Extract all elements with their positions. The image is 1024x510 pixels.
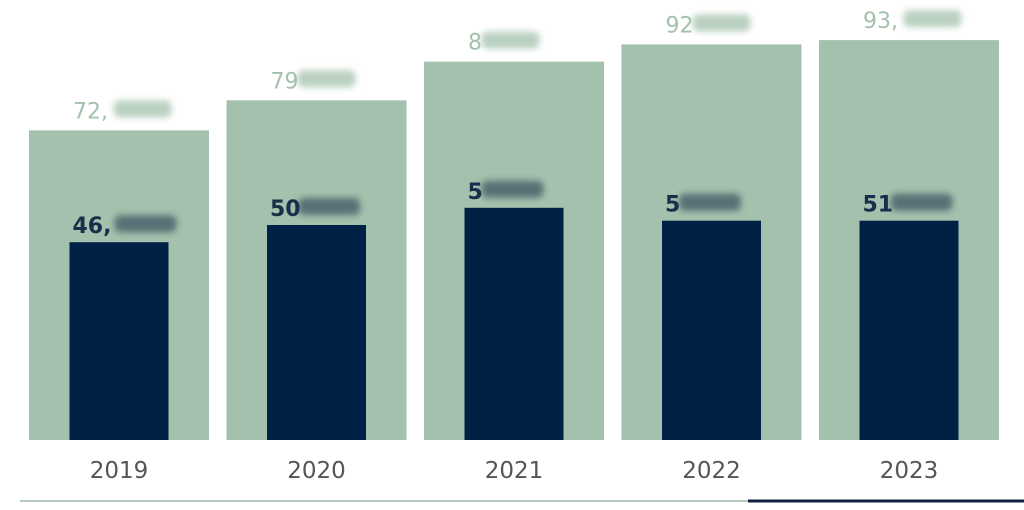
value-label-outer-2020: 79: [271, 69, 299, 94]
x-axis: 2019 2020 2021 2022 2023: [20, 458, 1024, 503]
value-label-inner-smudge-2022: [679, 193, 741, 211]
bar-inner-2021: [464, 207, 564, 440]
x-tick-label-2020: 2020: [287, 458, 346, 484]
value-label-inner-2021: 5: [468, 180, 483, 205]
value-label-inner-2023: 51: [863, 193, 894, 218]
x-tick-label-2019: 2019: [90, 458, 149, 484]
value-label-outer-smudge-2023: [903, 10, 962, 28]
value-label-outer-smudge-2019: [113, 100, 172, 118]
value-label-outer-smudge-2022: [692, 14, 751, 32]
x-tick-label-2023: 2023: [880, 458, 939, 484]
value-label-inner-2020: 50: [270, 197, 301, 222]
value-label-inner-smudge-2020: [298, 198, 360, 215]
value-label-inner-2022: 5: [665, 193, 680, 218]
bar-inner-2020: [267, 225, 366, 440]
bar-inner-2022: [662, 220, 761, 440]
value-label-outer-smudge-2021: [481, 31, 540, 49]
bars-layer: [29, 40, 999, 441]
value-label-outer-2023: 93,: [863, 9, 898, 34]
bar-inner-2023: [859, 220, 959, 440]
bar-inner-2019: [69, 242, 169, 440]
value-label-outer-2019: 72,: [73, 99, 108, 124]
value-label-inner-smudge-2019: [114, 215, 177, 233]
value-label-outer-2022: 92: [666, 13, 694, 38]
value-label-outer-2021: 8: [468, 31, 482, 56]
x-tick-label-2021: 2021: [485, 458, 544, 484]
labels-layer: 72, 46, 79 50 8 5 92 5 93, 51: [73, 9, 962, 239]
value-label-outer-smudge-2020: [297, 70, 356, 88]
x-tick-label-2022: 2022: [682, 458, 741, 484]
value-label-inner-smudge-2023: [890, 193, 953, 211]
value-label-inner-smudge-2021: [481, 180, 544, 198]
value-label-inner-2019: 46,: [73, 214, 112, 239]
